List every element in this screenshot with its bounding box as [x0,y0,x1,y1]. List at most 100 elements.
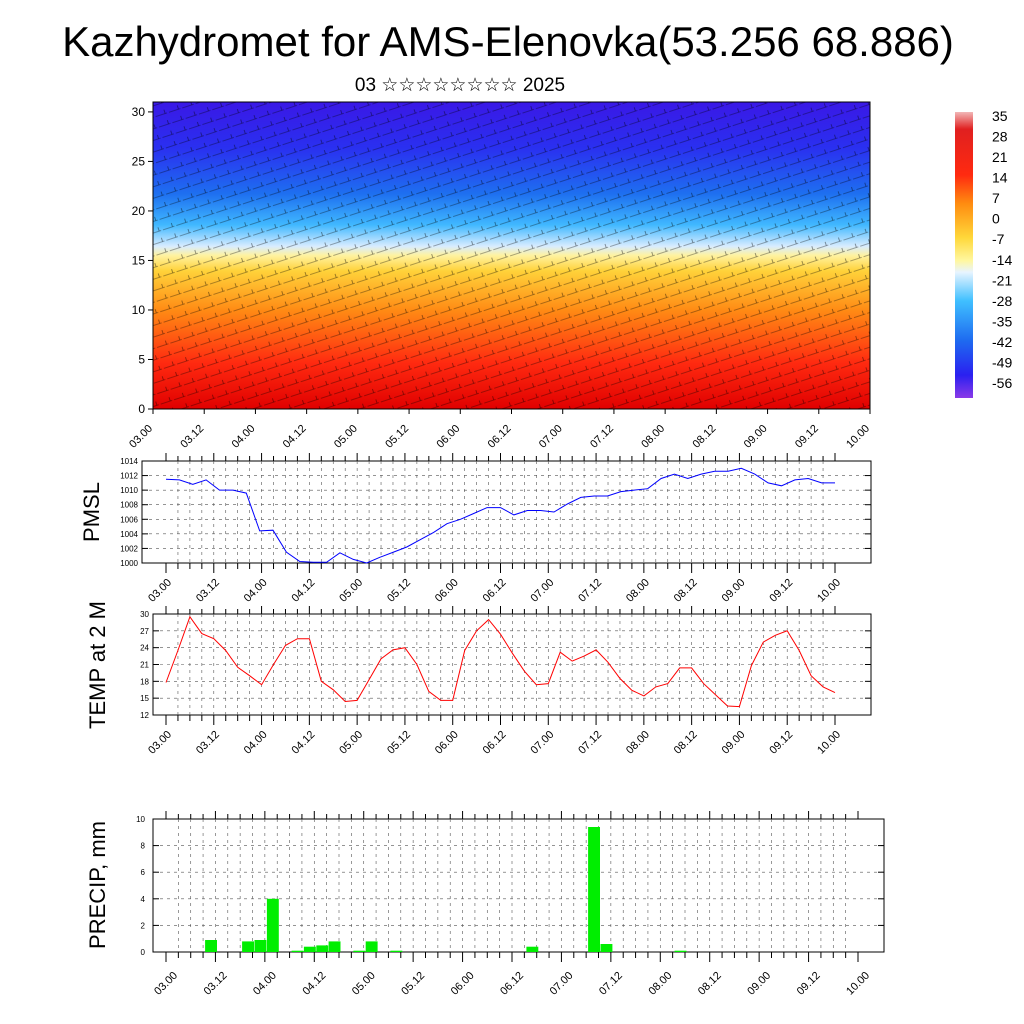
xtick-label: 05.12 [399,970,427,998]
ytick-label: 1004 [120,530,138,539]
ytick-label: 1006 [120,515,138,524]
heatmap-ytick-label: 0 [138,402,145,416]
heatmap-xtick-label: 05.12 [383,423,411,451]
colorbar-gradient [955,112,973,398]
xtick-label: 09.12 [767,577,795,605]
heatmap-xtick-label: 06.12 [486,423,514,451]
xtick-label: 09.00 [745,970,773,998]
xtick-label: 04.12 [300,970,328,998]
precip-bar [303,946,316,952]
ytick-label: 18 [140,677,149,686]
xtick-label: 04.12 [290,577,318,605]
temp-panel: 12 15 18 21 24 27 30 03.00 03.12 04.00 04.12 05.00… [85,601,872,757]
ytick-label: 1010 [120,486,138,495]
xtick-label: 10.00 [815,577,843,605]
precip-bar [266,898,279,952]
xtick-label: 10.00 [844,970,872,998]
colorbar-label: 7 [992,190,1000,206]
precip-bar [316,945,329,952]
ytick-label: 1014 [120,457,138,466]
precip-bar [242,941,254,952]
xtick-label: 10.00 [815,729,843,757]
xtick-label: 03.00 [146,577,174,605]
heatmap-ytick-label: 20 [132,204,146,218]
colorbar-label: 35 [992,108,1008,124]
precip-bar [254,940,267,952]
xtick-label: 03.12 [194,729,222,757]
ytick-label: 8 [141,842,146,851]
xtick-label: 03.12 [202,970,230,998]
xtick-label: 05.00 [350,970,378,998]
xtick-label: 08.12 [696,970,724,998]
xtick-label: 04.12 [290,729,318,757]
pmsl-frame [141,460,872,564]
xtick-label: 03.00 [152,970,180,998]
colorbar-label: -21 [992,272,1012,288]
chart-title: Kazhydromet for AMS-Elenovka(53.256 68.8… [62,18,954,65]
heatmap-xtick-label: 08.12 [691,423,719,451]
heatmap-panel: 0 5 10 15 20 25 30 03.00 03.12 04.00 04.12 05.00 05… [127,101,872,451]
ytick-label: 1012 [120,472,138,481]
xtick-label: 09.00 [720,729,748,757]
ytick-label: 10 [136,815,145,824]
heatmap-xtick-label: 09.12 [793,423,821,451]
heatmap-xtick-label: 06.00 [434,423,462,451]
colorbar-label: -7 [992,231,1005,247]
chart-subtitle: 03 ☆☆☆☆☆☆☆☆ 2025 [355,75,565,96]
colorbar-label: 28 [992,129,1008,145]
xtick-label: 05.12 [385,577,413,605]
pmsl-ylabel: PMSL [79,482,104,542]
xtick-label: 07.00 [548,970,576,998]
precip-bar [291,950,304,952]
xtick-label: 03.12 [194,577,222,605]
xtick-label: 07.00 [528,729,556,757]
xtick-label: 08.12 [672,729,700,757]
precip-bar [365,941,378,952]
ytick-label: 15 [140,694,149,703]
pmsl-series-line [165,467,835,564]
heatmap-ytick-label: 15 [132,253,146,267]
precip-bar [328,941,341,952]
colorbar-label: -49 [992,354,1012,370]
temp-series-line [165,615,836,708]
heatmap-ytick-label: 5 [138,352,145,366]
heatmap-xtick-label: 08.00 [639,423,667,451]
xtick-label: 04.00 [251,970,279,998]
ytick-label: 2 [141,921,146,930]
colorbar-label: 0 [992,211,1000,227]
colorbar-label: -35 [992,313,1012,329]
heatmap-xtick-label: 03.12 [178,423,206,451]
pmsl-panel: 1000 1002 1004 1006 1008 1010 1012 1014 03.00 03… [79,453,872,605]
precip-ylabel: PRECIP, mm [85,821,110,949]
heatmap-xtick-label: 04.00 [230,423,258,451]
xtick-label: 04.00 [242,577,270,605]
precip-bar [353,950,366,952]
xtick-label: 07.12 [597,970,625,998]
precip-bar [390,950,403,952]
colorbar-label: -14 [992,252,1012,268]
xtick-label: 07.12 [576,577,604,605]
ytick-label: 1002 [120,544,138,553]
heatmap-xtick-label: 07.00 [537,423,565,451]
xtick-label: 06.12 [481,577,509,605]
temp-ylabel: TEMP at 2 M [85,601,110,729]
heatmap-ytick-label: 10 [132,303,146,317]
colorbar-label: 21 [992,149,1008,165]
precip-bar [588,827,600,952]
heatmap-xtick-label: 05.00 [332,423,360,451]
xtick-label: 03.00 [146,729,174,757]
xtick-label: 09.00 [720,577,748,605]
precip-frame [152,818,885,953]
heatmap-xtick-label: 03.00 [127,423,155,451]
xtick-label: 05.00 [337,577,365,605]
ytick-label: 27 [140,627,149,636]
xtick-label: 06.00 [433,577,461,605]
ytick-label: 1008 [120,501,138,510]
heatmap-ytick-label: 25 [132,154,146,168]
ytick-label: 1000 [120,559,138,568]
xtick-label: 08.00 [624,577,652,605]
wind-vectors [153,102,870,409]
heatmap-xtick-label: 07.12 [588,423,616,451]
